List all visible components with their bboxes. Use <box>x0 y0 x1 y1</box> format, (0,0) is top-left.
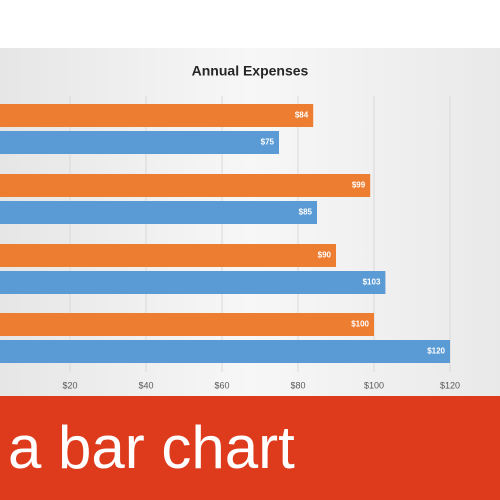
bar <box>0 244 336 267</box>
bar <box>0 131 279 154</box>
value-label: $99 <box>352 181 366 190</box>
value-label: $103 <box>363 278 381 287</box>
value-label: $84 <box>295 111 309 120</box>
banner <box>0 396 500 500</box>
value-label: $100 <box>351 320 369 329</box>
chart-title: Annual Expenses <box>192 63 309 79</box>
value-label: $75 <box>261 138 275 147</box>
value-label: $120 <box>427 347 445 356</box>
bar <box>0 201 317 224</box>
x-tick-label: $100 <box>364 380 384 390</box>
x-tick-label: $20 <box>62 380 77 390</box>
bar <box>0 104 314 127</box>
value-label: $85 <box>299 208 313 217</box>
x-tick-label: $60 <box>214 380 229 390</box>
bar <box>0 174 371 197</box>
banner-text: a bar chart <box>8 414 295 481</box>
x-tick-label: $120 <box>440 380 460 390</box>
bar <box>0 313 374 336</box>
bar <box>0 340 450 363</box>
bar <box>0 271 386 294</box>
value-label: $90 <box>318 251 332 260</box>
x-tick-label: $80 <box>290 380 305 390</box>
x-tick-label: $40 <box>138 380 153 390</box>
